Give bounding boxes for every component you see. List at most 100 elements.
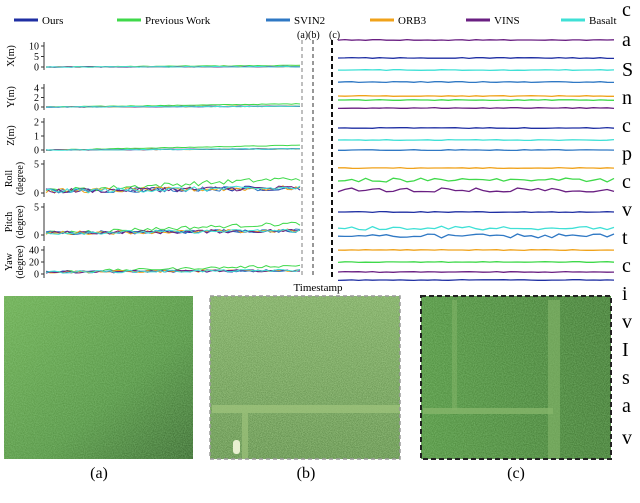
- panel-caption-b: (b): [297, 465, 316, 482]
- legend-label: VINS: [494, 15, 520, 27]
- side-text-glyph: i: [622, 283, 628, 305]
- series-line-basalt: [45, 105, 301, 108]
- series-line-basalt: [45, 185, 301, 194]
- right-track-line: [337, 248, 615, 252]
- right-track-line: [337, 270, 615, 274]
- y-tick-label: 0: [34, 146, 39, 157]
- event-markers: (a) (b) (c): [297, 30, 340, 278]
- y-tick-label: 0: [34, 103, 39, 114]
- right-region-tracks: [337, 38, 615, 282]
- series-line-previous-work: [45, 221, 301, 235]
- legend-entry-orb3: ORB3: [370, 15, 427, 27]
- right-track-line: [337, 187, 615, 193]
- y-axis-label: Z(m): [6, 125, 17, 146]
- series-line-basalt: [45, 228, 301, 235]
- side-text-glyph: a: [622, 29, 631, 51]
- right-track-line: [337, 177, 615, 183]
- panel-a: [4, 296, 193, 459]
- event-marker-label: (a): [297, 30, 308, 41]
- y-tick-label: 0: [34, 63, 39, 74]
- y-axis-label: Y(m): [6, 86, 17, 108]
- legend-entry-svin2: SVIN2: [266, 15, 325, 27]
- legend-label: Basalt: [589, 15, 617, 27]
- image-panels: (a) (b) (c): [4, 295, 612, 482]
- subplots: 1050X(m)420Y(m)210Z(m)50Roll(degree)50Pi…: [4, 42, 301, 281]
- door-frame-vertical: [242, 413, 248, 459]
- legend-entry-previous-work: Previous Work: [117, 15, 211, 27]
- event-marker-label: (b): [308, 30, 320, 41]
- y-axis-label: Yaw(degree): [4, 245, 26, 278]
- y-tick-label: 0: [34, 231, 39, 242]
- side-text-glyph: I: [622, 339, 629, 361]
- subplot-3: 2 1 0 Z(m): [6, 118, 301, 157]
- right-track-line: [337, 80, 615, 84]
- y-axis-label: X(m): [6, 45, 17, 67]
- y-tick-label: 2: [34, 93, 39, 104]
- y-tick-label: 5: [34, 52, 39, 63]
- door-frame-horizontal: [212, 405, 400, 413]
- side-text-glyph: s: [622, 367, 630, 389]
- panel-c: [420, 295, 612, 460]
- y-tick-label: 20: [29, 258, 39, 269]
- legend: Ours Previous Work SVIN2 ORB3 VINS Basalt: [14, 15, 617, 27]
- y-axis-label: Pitch(degree): [4, 205, 26, 238]
- y-tick-label: 0: [34, 189, 39, 200]
- side-text-glyph: v: [622, 427, 632, 449]
- side-text-glyph: c: [622, 115, 631, 137]
- y-axis-label: Roll(degree): [4, 162, 26, 195]
- right-track-line: [337, 225, 615, 231]
- y-tick-label: 0: [34, 270, 39, 281]
- side-text-glyph: p: [622, 143, 632, 165]
- side-text-glyph: v: [622, 311, 632, 333]
- panel-caption-a: (a): [90, 465, 108, 482]
- right-track-line: [338, 149, 615, 152]
- side-text-glyph: n: [622, 87, 632, 109]
- legend-label: Previous Work: [145, 15, 211, 27]
- series-line-basalt: [46, 148, 300, 151]
- right-track-line: [338, 166, 615, 170]
- panel-caption-c: (c): [507, 465, 525, 482]
- right-track-line: [338, 68, 615, 72]
- legend-label: Ours: [42, 15, 63, 27]
- subplot-2: 420 Y(m): [6, 84, 301, 114]
- side-text-glyph: c: [622, 0, 631, 21]
- right-track-line: [337, 106, 615, 110]
- x-axis-label: Timestamp: [293, 282, 343, 294]
- panel-b: [209, 295, 401, 460]
- side-text-glyph: t: [622, 227, 628, 249]
- y-tick-label: 5: [34, 160, 39, 171]
- series-line-basalt: [45, 65, 300, 68]
- right-track-line: [337, 56, 614, 60]
- right-track-line: [337, 138, 615, 142]
- door-frame-vertical-left: [452, 300, 457, 410]
- door-frame-horizontal: [423, 408, 553, 414]
- y-tick-label: 4: [34, 84, 39, 95]
- y-tick-label: 10: [29, 42, 39, 53]
- right-track-line: [337, 261, 615, 264]
- right-track-line: [337, 95, 614, 98]
- series-line-basalt: [45, 268, 301, 274]
- subplot-4: 5 0 Roll(degree): [4, 160, 301, 200]
- side-text-glyph: c: [622, 171, 631, 193]
- right-track-line: [337, 126, 615, 130]
- door-frame-vertical: [548, 300, 560, 458]
- subplot-5: 5 0 Pitch(degree): [4, 203, 301, 242]
- legend-entry-vins: VINS: [466, 15, 520, 27]
- right-track-line: [337, 278, 615, 282]
- legend-label: ORB3: [398, 15, 427, 27]
- side-text-glyph: a: [622, 395, 631, 417]
- y-tick-label: 5: [34, 203, 39, 214]
- y-tick-label: 40: [29, 246, 39, 257]
- side-text-glyph: v: [622, 199, 632, 221]
- side-text-glyph: S: [622, 59, 633, 81]
- legend-label: SVIN2: [294, 15, 325, 27]
- side-text-glyph: c: [622, 255, 631, 277]
- right-track-line: [338, 98, 615, 102]
- right-track-line: [338, 210, 615, 214]
- y-tick-label: 1: [34, 132, 39, 143]
- door-handle: [233, 440, 240, 454]
